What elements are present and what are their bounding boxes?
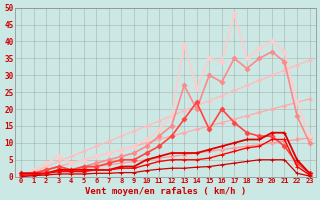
X-axis label: Vent moyen/en rafales ( km/h ): Vent moyen/en rafales ( km/h ) — [85, 187, 246, 196]
